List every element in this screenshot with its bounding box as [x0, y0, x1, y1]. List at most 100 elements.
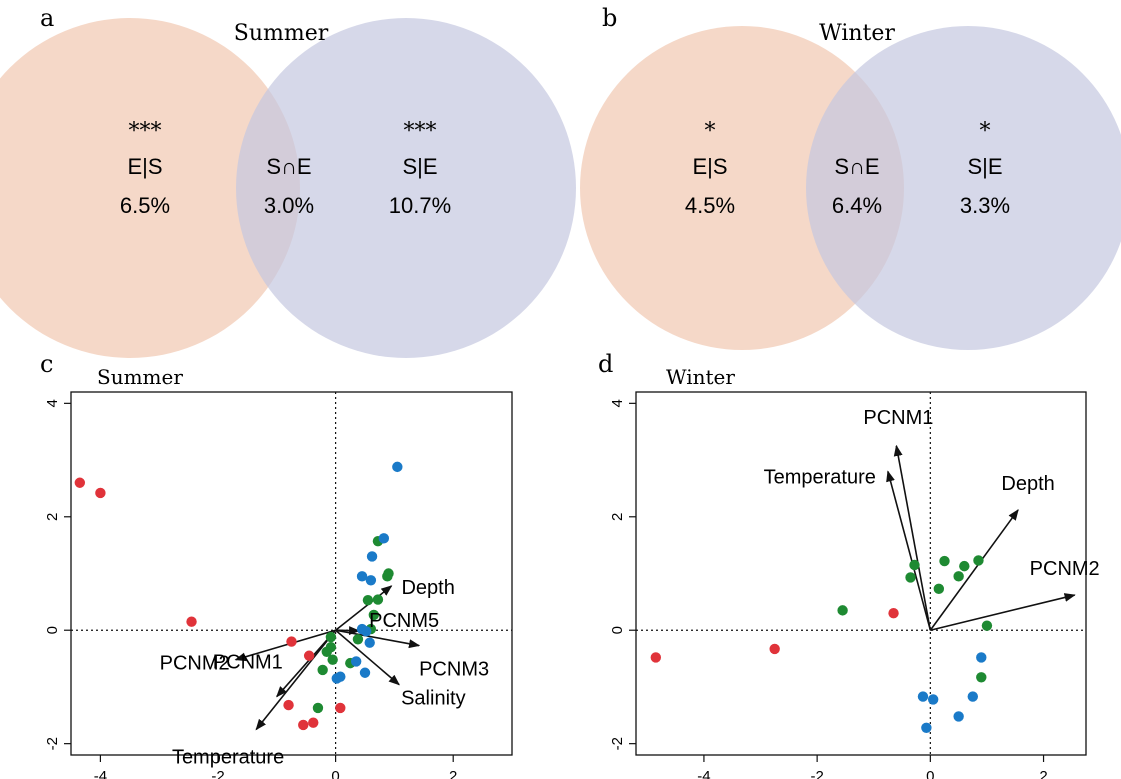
vector-arrow [886, 470, 932, 631]
point-green [837, 605, 848, 616]
point-green [362, 594, 374, 606]
point-blue [356, 571, 368, 582]
ordination-summer: Summer -4 -2 0 2 -2 0 2 4 Depth PCNM5 PCNM3 Salinit… [44, 365, 513, 779]
venn-summer-env-value: 6.5% [120, 193, 170, 218]
x-tick-label: 2 [449, 768, 457, 779]
venn-winter-env-label: E|S [692, 154, 727, 179]
point-green [905, 572, 916, 583]
point-green [976, 672, 987, 683]
point-green [317, 664, 328, 676]
point-green [953, 571, 964, 582]
venn-summer-spatial-circle [236, 18, 576, 358]
point-green [981, 620, 993, 631]
y-tick-label: 2 [609, 513, 626, 521]
point-green [939, 555, 950, 567]
point-green [327, 654, 338, 665]
ordination-winter: Winter -4 -2 0 2 -2 0 2 4 PCNM1 Temperature Depth P… [609, 365, 1100, 779]
venn-summer-title: Summer [234, 21, 329, 46]
point-blue [364, 637, 375, 648]
vector-label: PCNM1 [863, 407, 933, 429]
panel-letter-c: c [40, 350, 53, 378]
point-blue [921, 722, 932, 733]
x-tick-label: -2 [810, 768, 823, 779]
vector-label: Temperature [172, 746, 284, 768]
y-tick-label: 0 [609, 626, 626, 634]
venn-winter-env-value: 4.5% [685, 193, 735, 218]
vector-label: Temperature [764, 466, 876, 488]
venn-winter-shared-label: S∩E [834, 154, 879, 179]
venn-summer-shared-value: 3.0% [264, 193, 314, 218]
point-blue [359, 667, 371, 678]
point-green [325, 631, 337, 643]
point-blue [967, 691, 978, 702]
vector-arrow [335, 629, 421, 649]
point-blue [360, 626, 372, 637]
y-tick-label: 4 [609, 399, 626, 407]
point-red [650, 652, 662, 663]
vector-arrow [255, 629, 337, 731]
point-red [303, 650, 315, 661]
vector-label: Depth [1001, 473, 1054, 495]
point-green [321, 646, 332, 657]
point-blue [976, 652, 987, 663]
point-red [298, 719, 309, 731]
point-blue [365, 575, 377, 586]
vector-arrow [929, 509, 1019, 631]
plot-frame [70, 391, 513, 756]
vector-label: PCNM3 [419, 659, 489, 681]
vector-arrow [930, 593, 1076, 631]
venn-winter-spatial-circle [806, 26, 1121, 350]
point-red [308, 717, 319, 728]
vector-label: PCNM1 [213, 652, 283, 674]
y-tick-label: 4 [44, 399, 61, 407]
venn-summer-shared-label: S∩E [266, 154, 311, 179]
point-blue [917, 691, 929, 702]
venn-summer-env-significance: *** [129, 119, 162, 144]
vector-arrow [893, 444, 932, 631]
panel-letter-a: a [40, 4, 54, 32]
venn-winter: Winter * E|S 4.5% S∩E 6.4% * S|E 3.3% [580, 21, 1121, 350]
point-red [286, 636, 297, 647]
point-red [769, 643, 780, 655]
point-red [335, 702, 346, 714]
point-green [382, 571, 393, 582]
point-red [283, 699, 294, 711]
x-tick-label: -4 [697, 768, 710, 779]
point-green [959, 560, 970, 572]
vector-arrow [335, 629, 400, 686]
venn-summer: Summer *** E|S 6.5% S∩E 3.0% *** S|E 10.… [0, 18, 576, 358]
point-green [973, 555, 984, 566]
point-blue [927, 694, 939, 705]
vector-label: PCNM5 [369, 610, 439, 632]
panel-letter-d: d [598, 350, 613, 378]
y-tick-label: -2 [44, 737, 61, 750]
point-green [909, 559, 920, 571]
venn-summer-spatial-label: S|E [402, 154, 437, 179]
point-red [95, 487, 106, 499]
venn-winter-spatial-label: S|E [967, 154, 1002, 179]
point-green [933, 583, 945, 595]
vector-label: Salinity [401, 688, 465, 710]
venn-winter-title: Winter [819, 21, 895, 46]
point-green [368, 609, 380, 621]
y-tick-label: 2 [44, 513, 61, 521]
y-tick-label: 0 [44, 626, 61, 634]
venn-summer-env-circle [0, 18, 300, 358]
venn-winter-spatial-value: 3.3% [960, 193, 1010, 218]
point-green [312, 702, 324, 714]
venn-summer-spatial-significance: *** [404, 119, 437, 144]
venn-summer-env-label: E|S [127, 154, 162, 179]
y-tick-label: -2 [609, 737, 626, 750]
x-tick-label: 0 [331, 768, 339, 779]
point-red [186, 616, 197, 627]
venn-winter-env-significance: * [705, 119, 716, 144]
point-blue [378, 533, 390, 544]
vector-label: PCNM2 [1030, 558, 1100, 580]
x-tick-label: 2 [1039, 768, 1047, 779]
point-blue [953, 711, 964, 722]
ordination-winter-title: Winter [666, 365, 735, 389]
vector-label: PCNM2 [160, 653, 230, 675]
venn-winter-spatial-significance: * [980, 119, 991, 144]
venn-summer-spatial-value: 10.7% [389, 193, 451, 218]
